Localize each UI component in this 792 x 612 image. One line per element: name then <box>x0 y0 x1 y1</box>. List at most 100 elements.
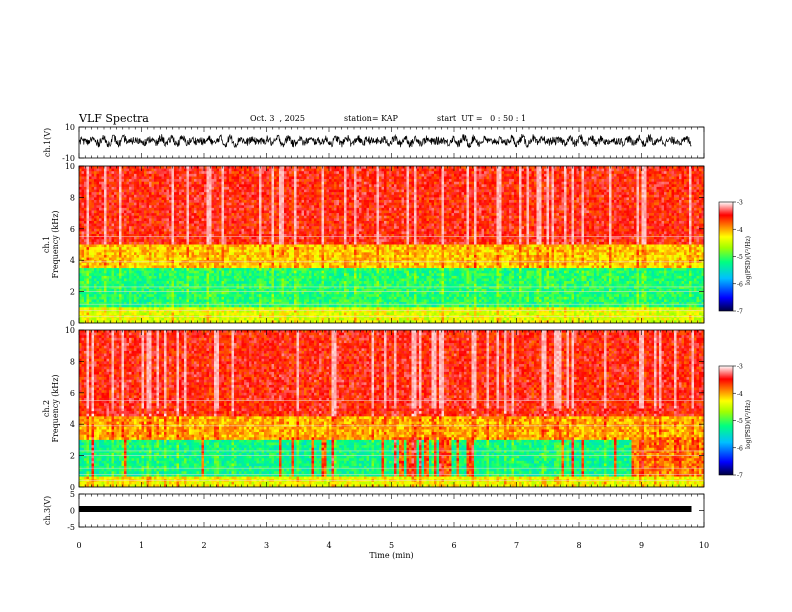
spectrogram-cell <box>182 231 185 234</box>
spectrogram-cell <box>119 184 122 187</box>
spectrogram-cell <box>204 252 207 255</box>
spectrogram-cell <box>274 268 277 271</box>
spectrogram-cell <box>204 200 207 203</box>
spectrogram-cell <box>202 210 205 213</box>
spectrogram-cell <box>87 313 90 316</box>
spectrogram-cell <box>257 302 260 305</box>
spectrogram-cell <box>259 184 262 187</box>
spectrogram-cell <box>217 179 220 182</box>
spectrogram-cell <box>89 268 92 271</box>
spectrogram-cell <box>254 184 257 187</box>
spectrogram-cell <box>122 265 125 268</box>
spectrogram-cell <box>197 218 200 221</box>
spectrogram-cell <box>137 169 140 172</box>
spectrogram-cell <box>282 276 285 279</box>
spectrogram-cell <box>169 313 172 316</box>
spectrogram-cell <box>282 279 285 282</box>
spectrogram-cell <box>117 273 120 276</box>
spectrogram-cell <box>259 208 262 211</box>
spectrogram-cell <box>92 258 95 261</box>
spectrogram-cell <box>149 176 152 179</box>
spectrogram-cell <box>244 174 247 177</box>
spectrogram-cell <box>137 247 140 250</box>
spectrogram-cell <box>162 187 165 190</box>
spectrogram-cell <box>227 203 230 206</box>
spectrogram-cell <box>137 307 140 310</box>
spectrogram-cell <box>217 169 220 172</box>
spectrogram-cell <box>212 252 215 255</box>
spectrogram-cell <box>82 263 85 266</box>
spectrogram-cell <box>132 226 135 229</box>
spectrogram-cell <box>224 169 227 172</box>
spectrogram-cell <box>142 203 145 206</box>
spectrogram-cell <box>104 297 107 300</box>
spectrogram-cell <box>107 299 110 302</box>
spectrogram-cell <box>189 255 192 258</box>
spectrogram-cell <box>259 174 262 177</box>
spectrogram-cell <box>169 258 172 261</box>
spectrogram-cell <box>237 197 240 200</box>
spectrogram-cell <box>232 279 235 282</box>
spectrogram-cell <box>172 208 175 211</box>
spectrogram-cell <box>139 174 142 177</box>
spectrogram-cell <box>282 208 285 211</box>
spectrogram-cell <box>102 218 105 221</box>
spectrogram-cell <box>214 190 217 193</box>
spectrogram-cell <box>234 208 237 211</box>
spectrogram-cell <box>149 237 152 240</box>
spectrogram-cell <box>129 239 132 242</box>
spectrogram-cell <box>229 184 232 187</box>
spectrogram-cell <box>212 190 215 193</box>
spectrogram-cell <box>244 218 247 221</box>
spectrogram-cell <box>249 302 252 305</box>
spectrogram-cell <box>107 281 110 284</box>
spectrogram-cell <box>177 318 180 321</box>
spectrogram-cell <box>229 190 232 193</box>
spectrogram-cell <box>284 190 287 193</box>
spectrogram-cell <box>272 210 275 213</box>
spectrogram-cell <box>157 192 160 195</box>
spectrogram-cell <box>164 218 167 221</box>
spectrogram-cell <box>112 302 115 305</box>
spectrogram-cell <box>102 265 105 268</box>
spectrogram-cell <box>94 250 97 253</box>
spectrogram-cell <box>229 169 232 172</box>
spectrogram-cell <box>252 208 255 211</box>
spectrogram-cell <box>247 297 250 300</box>
spectrogram-cell <box>144 258 147 261</box>
spectrogram-cell <box>279 263 282 266</box>
spectrogram-cell <box>112 171 115 174</box>
spectrogram-cell <box>94 231 97 234</box>
spectrogram-cell <box>177 229 180 232</box>
spectrogram-cell <box>209 216 212 219</box>
spectrogram-cell <box>132 302 135 305</box>
spectrogram-cell <box>177 197 180 200</box>
spectrogram-cell <box>94 197 97 200</box>
spectrogram-cell <box>104 221 107 224</box>
spectrogram-cell <box>139 299 142 302</box>
spectrogram-cell <box>167 263 170 266</box>
spectrogram-cell <box>262 299 265 302</box>
spectrogram-cell <box>244 239 247 242</box>
spectrogram-cell <box>82 250 85 253</box>
spectrogram-cell <box>134 190 137 193</box>
spectrogram-cell <box>197 229 200 232</box>
spectrogram-cell <box>254 307 257 310</box>
spectrogram-cell <box>184 216 187 219</box>
spectrogram-cell <box>197 318 200 321</box>
spectrogram-cell <box>222 182 225 185</box>
spectrogram-cell <box>84 213 87 216</box>
spectrogram-cell <box>142 195 145 198</box>
spectrogram-cell <box>137 182 140 185</box>
spectrogram-cell <box>94 313 97 316</box>
spectrogram-cell <box>89 237 92 240</box>
spectrogram-cell <box>177 297 180 300</box>
spectrogram-cell <box>197 268 200 271</box>
spectrogram-cell <box>152 273 155 276</box>
spectrogram-cell <box>89 255 92 258</box>
spectrogram-cell <box>99 247 102 250</box>
spectrogram-cell <box>192 284 195 287</box>
spectrogram-cell <box>189 313 192 316</box>
spectrogram-cell <box>79 218 82 221</box>
spectrogram-cell <box>267 190 270 193</box>
